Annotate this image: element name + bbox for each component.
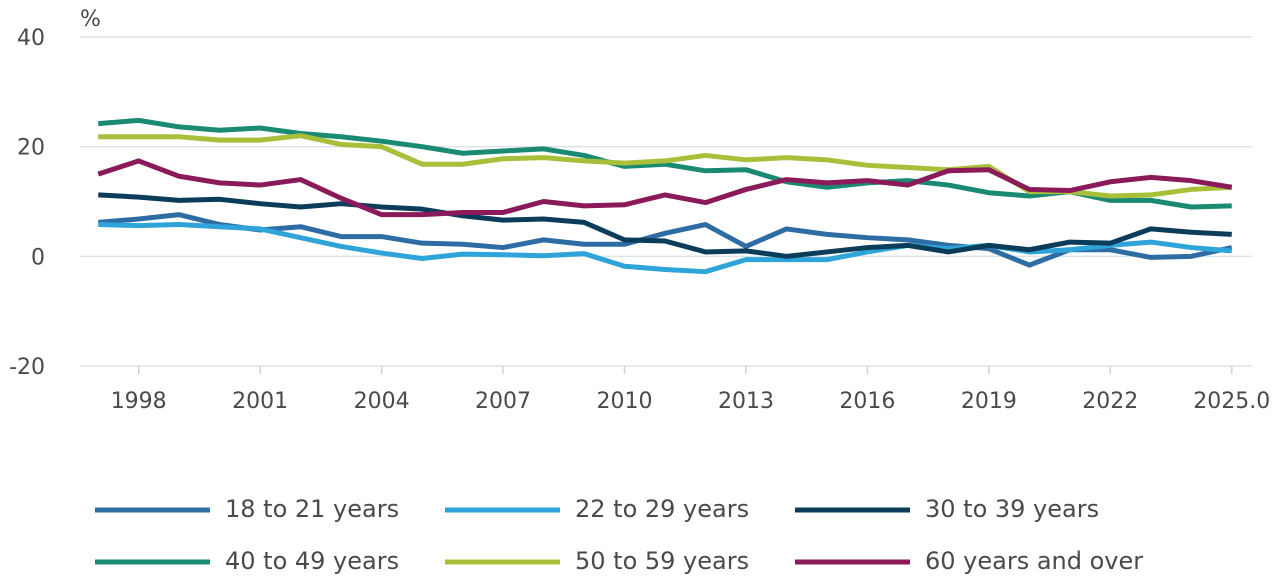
x-tick-label: 2013 bbox=[718, 389, 774, 414]
x-tick-label: 2004 bbox=[354, 389, 410, 414]
legend-label: 40 to 49 years bbox=[225, 547, 399, 575]
y-tick-label: 0 bbox=[31, 245, 45, 270]
series-line bbox=[98, 117, 1232, 210]
legend-label: 50 to 59 years bbox=[575, 547, 749, 575]
y-tick-label: 20 bbox=[17, 136, 45, 161]
legend-label: 22 to 29 years bbox=[575, 495, 749, 523]
series-line bbox=[97, 158, 1233, 218]
series-line bbox=[98, 222, 1232, 275]
x-tick-label: 2022 bbox=[1082, 389, 1138, 414]
y-tick-label: 40 bbox=[17, 26, 45, 51]
y-tick-label: -20 bbox=[9, 355, 45, 380]
x-tick-label: 2001 bbox=[232, 389, 288, 414]
x-tick-label: 2016 bbox=[839, 389, 895, 414]
legend-label: 18 to 21 years bbox=[225, 495, 399, 523]
x-tick-label: 2010 bbox=[597, 389, 653, 414]
y-axis-label: % bbox=[80, 7, 101, 32]
series-line bbox=[98, 192, 1232, 259]
x-tick-label: 2019 bbox=[961, 389, 1017, 414]
legend-label: 30 to 39 years bbox=[925, 495, 1099, 523]
x-tick-label: 2007 bbox=[475, 389, 531, 414]
series-line bbox=[98, 212, 1233, 268]
x-tick-label: 2025.0 bbox=[1193, 389, 1270, 414]
x-tick-label: 1998 bbox=[111, 389, 167, 414]
legend-label: 60 years and over bbox=[925, 547, 1143, 575]
